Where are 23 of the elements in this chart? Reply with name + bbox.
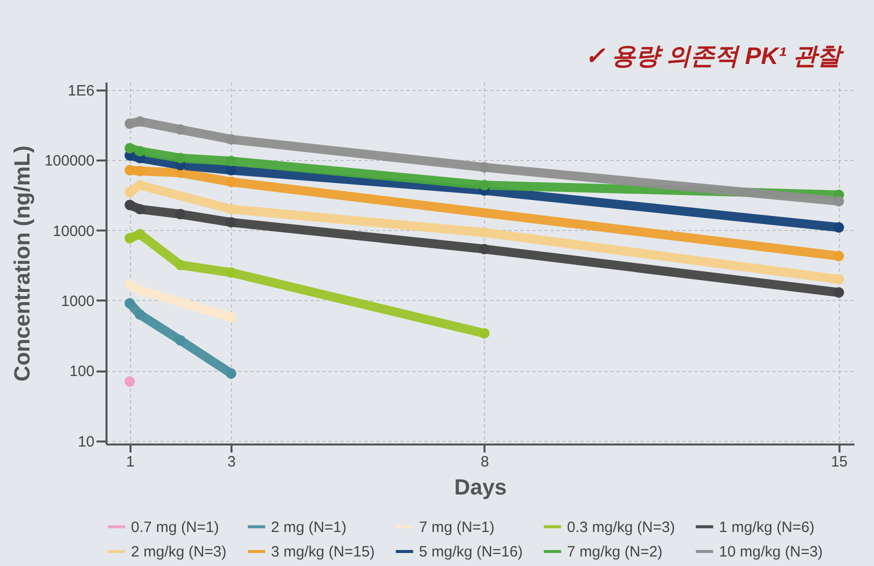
- legend-label: 0.7 mg (N=1): [131, 518, 219, 536]
- y-tick-label: 10000: [52, 222, 94, 240]
- x-tick-label: 8: [480, 454, 489, 470]
- x-tick-label: 3: [227, 454, 236, 470]
- y-tick-label: 100000: [44, 152, 94, 170]
- legend-label: 7 mg (N=1): [419, 518, 494, 536]
- legend-label: 0.3 mg/kg (N=3): [567, 518, 675, 536]
- y-tick-label: 1E6: [68, 82, 94, 100]
- y-tick-label: 100: [69, 363, 94, 380]
- text: ✓ 용량 의존적 PK¹ 관찰: [584, 43, 845, 70]
- legend-label: 3 mg/kg (N=15): [271, 544, 375, 560]
- legend-label: 7 mg/kg (N=2): [567, 544, 662, 560]
- y-tick-label: 10: [78, 433, 94, 450]
- legend-label: 2 mg/kg (N=3): [131, 544, 226, 560]
- x-tick-label: 15: [830, 454, 848, 470]
- x-axis-title: Days: [454, 474, 507, 500]
- legend-label: 2 mg (N=1): [271, 518, 346, 536]
- legend-label: 5 mg/kg (N=16): [419, 544, 523, 560]
- legend-label: 10 mg/kg (N=3): [719, 544, 823, 560]
- y-tick-label: 1000: [61, 292, 94, 310]
- y-axis-title: Concentration (ng/mL): [9, 146, 34, 382]
- x-tick-label: 1: [126, 454, 134, 470]
- legend-label: 1 mg/kg (N=6): [719, 518, 814, 536]
